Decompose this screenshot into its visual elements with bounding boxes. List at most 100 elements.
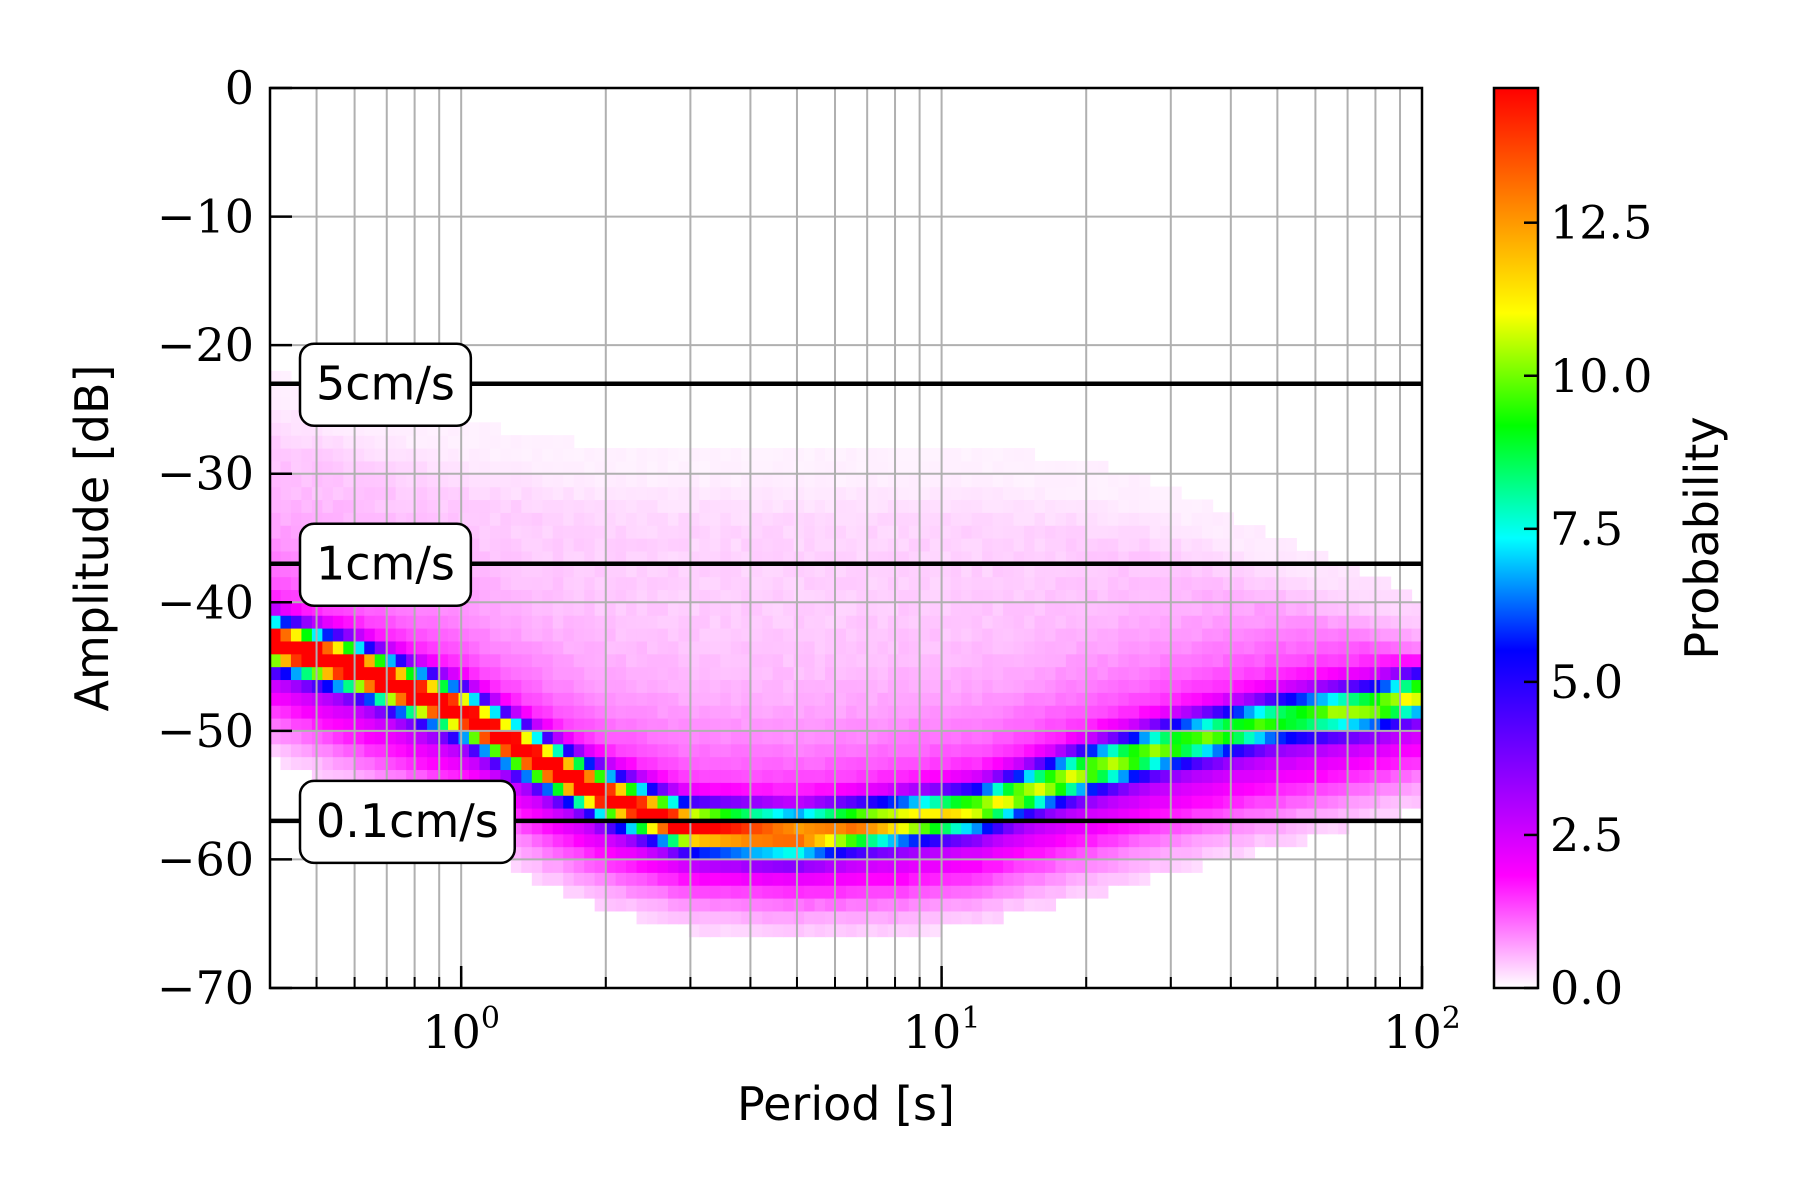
heatmap-cell bbox=[1065, 615, 1077, 629]
heatmap-cell bbox=[594, 756, 606, 771]
heatmap-cell bbox=[563, 666, 575, 681]
heatmap-cell bbox=[448, 448, 460, 462]
heatmap-cell bbox=[584, 782, 596, 796]
heatmap-cell bbox=[468, 615, 481, 629]
heatmap-cell bbox=[406, 628, 418, 642]
heatmap-cell bbox=[1139, 705, 1151, 719]
heatmap-cell bbox=[898, 615, 910, 629]
heatmap-cell bbox=[709, 666, 721, 681]
heatmap-cell bbox=[1128, 795, 1140, 809]
heatmap-cell bbox=[1013, 512, 1025, 526]
heatmap-cell bbox=[1275, 615, 1287, 629]
heatmap-cell bbox=[929, 872, 941, 886]
heatmap-cell bbox=[573, 640, 585, 655]
heatmap-cell bbox=[866, 486, 879, 501]
heatmap-cell bbox=[1233, 743, 1245, 758]
heatmap-cell bbox=[1013, 730, 1025, 745]
heatmap-cell bbox=[814, 795, 826, 809]
heatmap-cell bbox=[814, 460, 826, 475]
heatmap-cell bbox=[699, 885, 711, 899]
heatmap-cell bbox=[898, 499, 910, 513]
heatmap-cell bbox=[521, 705, 533, 719]
heatmap-cell bbox=[605, 550, 617, 565]
heatmap-cell bbox=[1317, 756, 1329, 771]
heatmap-cell bbox=[500, 538, 512, 552]
heatmap-cell bbox=[720, 769, 732, 783]
heatmap-cell bbox=[395, 499, 407, 513]
heatmap-cell bbox=[594, 473, 606, 488]
heatmap-cell bbox=[971, 743, 983, 758]
heatmap-cell bbox=[835, 782, 847, 796]
heatmap-cell bbox=[835, 460, 847, 475]
heatmap-cell bbox=[835, 730, 847, 745]
heatmap-cell bbox=[1065, 525, 1077, 539]
heatmap-cell bbox=[301, 640, 313, 655]
heatmap-cell bbox=[416, 756, 428, 771]
heatmap-cell bbox=[1243, 666, 1256, 681]
heatmap-cell bbox=[919, 563, 931, 578]
heatmap-cell bbox=[709, 486, 721, 501]
heatmap-cell bbox=[751, 525, 763, 539]
heatmap-cell bbox=[1149, 756, 1161, 771]
heatmap-cell bbox=[594, 769, 606, 783]
heatmap-cell bbox=[835, 743, 847, 758]
heatmap-cell bbox=[919, 692, 931, 706]
heatmap-cell bbox=[542, 435, 554, 449]
heatmap-cell bbox=[971, 820, 983, 835]
heatmap-cell bbox=[270, 563, 282, 578]
heatmap-cell bbox=[877, 550, 889, 565]
heatmap-cell bbox=[846, 782, 858, 796]
heatmap-cell bbox=[1380, 602, 1392, 616]
heatmap-cell bbox=[542, 563, 554, 578]
heatmap-cell bbox=[1264, 730, 1276, 745]
heatmap-cell bbox=[406, 602, 418, 616]
heatmap-cell bbox=[793, 615, 805, 629]
heatmap-cell bbox=[427, 435, 439, 449]
heatmap-cell bbox=[521, 486, 533, 501]
heatmap-cell bbox=[1097, 782, 1109, 796]
heatmap-cell bbox=[1275, 538, 1287, 552]
heatmap-cell bbox=[531, 473, 543, 488]
heatmap-cell bbox=[615, 512, 627, 526]
heatmap-cell bbox=[1212, 602, 1224, 616]
heatmap-cell bbox=[950, 718, 962, 732]
heatmap-cell bbox=[1097, 692, 1109, 706]
heatmap-cell bbox=[1086, 833, 1098, 848]
heatmap-cell bbox=[510, 640, 522, 655]
heatmap-cell bbox=[678, 563, 690, 578]
heatmap-cell bbox=[353, 602, 365, 616]
heatmap-cell bbox=[500, 460, 512, 475]
heatmap-cell bbox=[678, 872, 690, 886]
heatmap-cell bbox=[961, 576, 973, 591]
heatmap-cell bbox=[290, 756, 303, 771]
heatmap-cell bbox=[468, 692, 481, 706]
heatmap-cell bbox=[762, 730, 774, 745]
heatmap-cell bbox=[1275, 679, 1287, 693]
heatmap-cell bbox=[479, 460, 491, 475]
y-tick-label: −20 bbox=[157, 318, 254, 372]
heatmap-cell bbox=[1128, 576, 1140, 591]
heatmap-cell bbox=[971, 499, 983, 513]
heatmap-cell bbox=[657, 795, 669, 809]
heatmap-cell bbox=[626, 833, 638, 848]
heatmap-cell bbox=[887, 833, 899, 848]
heatmap-cell bbox=[437, 486, 449, 501]
heatmap-cell bbox=[521, 499, 533, 513]
heatmap-cell bbox=[1401, 589, 1413, 603]
heatmap-cell bbox=[814, 705, 826, 719]
heatmap-cell bbox=[919, 872, 931, 886]
heatmap-cell bbox=[1296, 782, 1308, 796]
heatmap-cell bbox=[374, 486, 386, 501]
heatmap-cell bbox=[877, 872, 889, 886]
heatmap-cell bbox=[898, 653, 910, 668]
heatmap-cell bbox=[887, 808, 899, 822]
heatmap-cell bbox=[814, 486, 826, 501]
heatmap-cell bbox=[1317, 602, 1329, 616]
heatmap-cell bbox=[667, 460, 680, 475]
heatmap-cell bbox=[877, 679, 889, 693]
heatmap-cell bbox=[772, 538, 784, 552]
heatmap-cell bbox=[542, 615, 554, 629]
heatmap-cell bbox=[720, 795, 732, 809]
heatmap-cell bbox=[1390, 795, 1402, 809]
heatmap-cell bbox=[1285, 576, 1297, 591]
